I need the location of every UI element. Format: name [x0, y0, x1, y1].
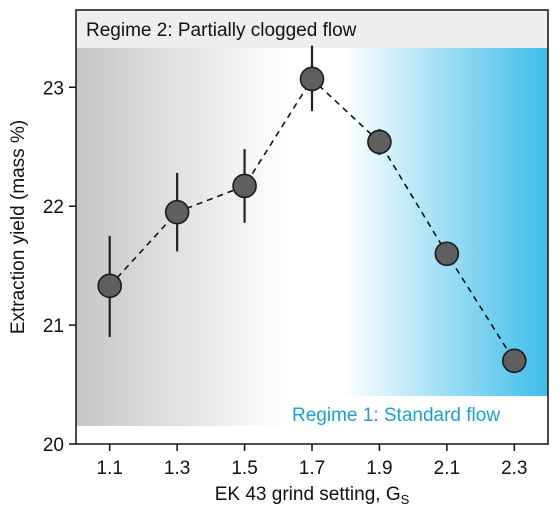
data-points-layer [97, 66, 527, 374]
plot-background [76, 48, 548, 426]
x-tick-label: 1.7 [299, 458, 325, 479]
x-tick-label: 2.1 [434, 458, 460, 479]
data-point [164, 199, 190, 225]
y-tick-label: 20 [43, 435, 64, 456]
x-tick-label: 1.9 [366, 458, 392, 479]
regime2-shade [76, 48, 286, 426]
x-axis-label: EK 43 grind setting, GS [215, 484, 410, 507]
x-axis-ticks: 1.1 1.3 1.5 1.7 1.9 2.1 2.3 [97, 444, 527, 479]
x-tick-label: 2.3 [501, 458, 527, 479]
y-tick-label: 23 [43, 78, 64, 99]
data-point [367, 129, 392, 155]
x-axis-label-subscript: S [401, 492, 410, 507]
data-point [501, 348, 527, 374]
data-point [97, 273, 123, 299]
x-tick-label: 1.3 [164, 458, 190, 479]
x-tick-label: 1.5 [231, 458, 257, 479]
y-tick-label: 22 [43, 197, 64, 218]
data-point [299, 66, 325, 92]
y-axis-label: Extraction yield (mass %) [8, 120, 29, 334]
regime1-label-box: Regime 1: Standard flow [282, 396, 548, 430]
data-point [232, 173, 257, 199]
y-axis-ticks: 20 21 22 23 [43, 78, 76, 456]
y-tick-label: 21 [43, 316, 64, 337]
regime1-label: Regime 1: Standard flow [292, 405, 500, 426]
regime2-label: Regime 2: Partially clogged flow [86, 20, 357, 41]
x-tick-label: 1.1 [97, 458, 123, 479]
data-point [434, 241, 460, 267]
regime2-label-box: Regime 2: Partially clogged flow [76, 10, 548, 48]
